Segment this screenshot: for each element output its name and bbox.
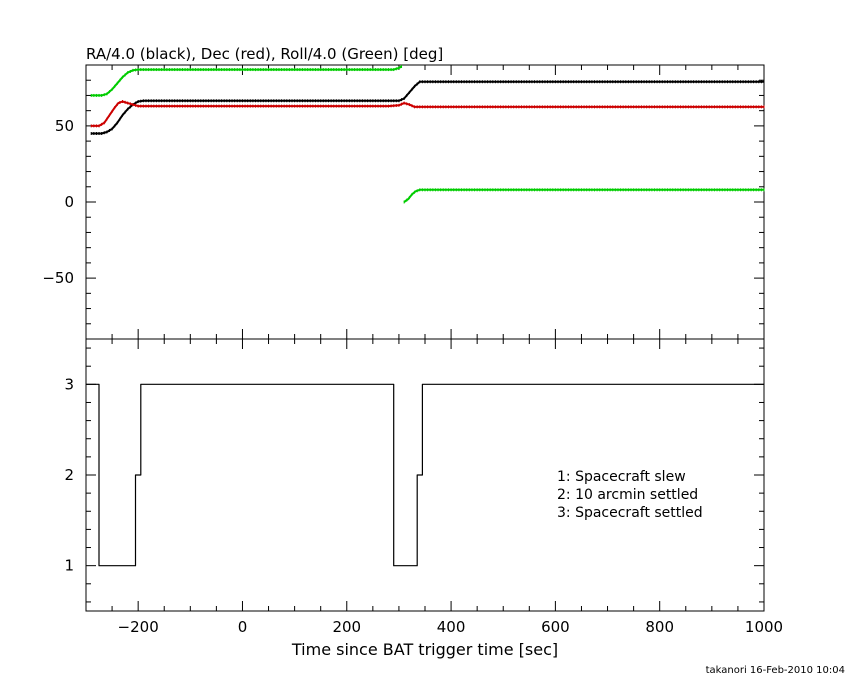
footer-stamp: takanori 16-Feb-2010 10:04 <box>706 665 845 676</box>
top-ytick-label: 50 <box>55 117 74 135</box>
x-tick-label: 800 <box>645 618 674 636</box>
legend-box: 1: Spacecraft slew 2: 10 arcmin settled … <box>557 469 703 521</box>
bottom-series-line-0 <box>86 383 764 567</box>
bottom-panel: 1 2 3 −200 0 200 400 600 800 1000 <box>64 338 783 636</box>
bottom-ytick-label: 3 <box>64 375 74 393</box>
x-tick-label: −200 <box>118 618 159 636</box>
top-ytick-label: −50 <box>42 269 74 287</box>
x-tick-label: 200 <box>332 618 361 636</box>
top-series-line-1 <box>91 100 764 127</box>
x-tick-label: 600 <box>541 618 570 636</box>
legend-entry-3: 3: Spacecraft settled <box>557 505 703 521</box>
x-axis-label: Time since BAT trigger time [sec] <box>291 640 558 659</box>
x-tick-label: 400 <box>437 618 466 636</box>
legend-entry-1: 1: Spacecraft slew <box>557 469 686 485</box>
top-series-line-3 <box>403 188 764 203</box>
top-ytick-label: 0 <box>64 193 74 211</box>
legend-entry-2: 2: 10 arcmin settled <box>557 487 698 503</box>
bottom-ytick-label: 1 <box>64 557 74 575</box>
top-panel: −50 0 50 <box>42 64 765 340</box>
top-chart-title: RA/4.0 (black), Dec (red), Roll/4.0 (Gre… <box>86 45 443 63</box>
x-tick-label: 1000 <box>745 618 783 636</box>
x-tick-label: 0 <box>238 618 248 636</box>
bottom-ytick-label: 2 <box>64 466 74 484</box>
